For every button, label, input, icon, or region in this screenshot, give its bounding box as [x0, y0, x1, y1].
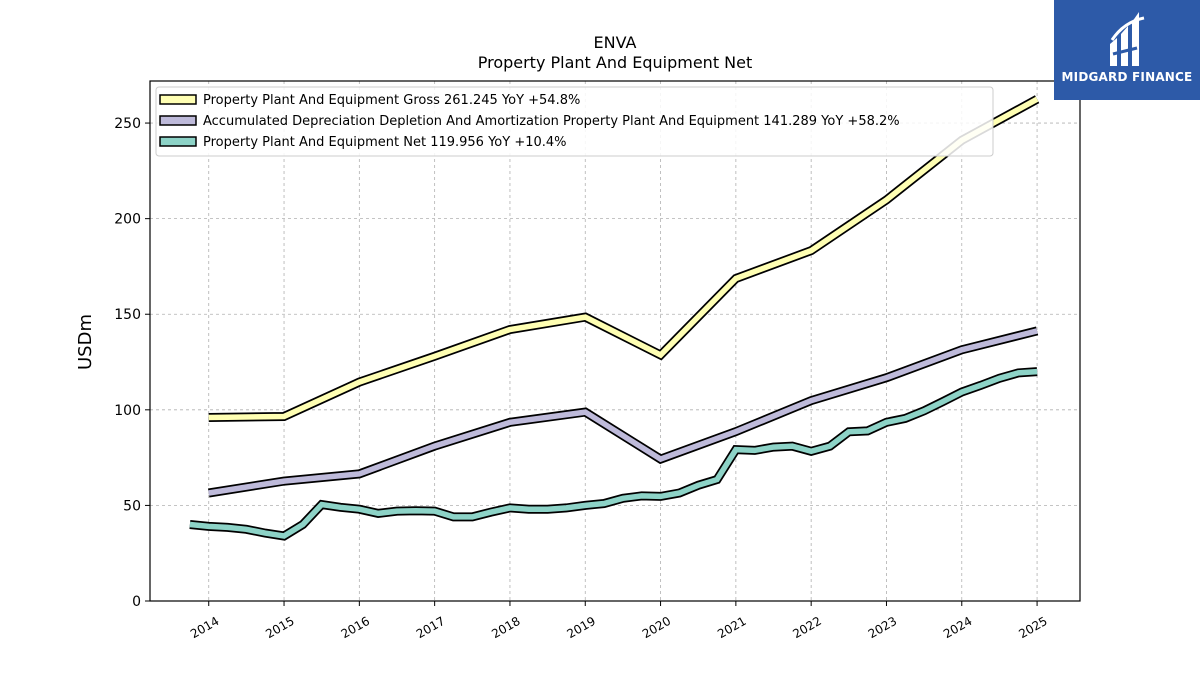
- chart-subtitle: Property Plant And Equipment Net: [478, 53, 753, 72]
- y-tick-label: 100: [114, 403, 141, 419]
- y-axis-label: USDm: [75, 314, 96, 370]
- x-tick-label: 2014: [188, 614, 221, 641]
- x-tick-label: 2025: [1016, 614, 1049, 641]
- series-line-0: [208, 96, 1039, 421]
- logo-text: MIDGARD FINANCE: [1061, 70, 1193, 84]
- y-tick-label: 250: [114, 116, 141, 132]
- chart-title: ENVA: [594, 33, 637, 52]
- series-line-2: [189, 368, 1038, 539]
- logo-mark-icon: [1110, 12, 1145, 66]
- x-tick-label: 2020: [640, 614, 673, 641]
- legend-label-gross: Property Plant And Equipment Gross 261.2…: [203, 93, 580, 108]
- legend-label-net: Property Plant And Equipment Net 119.956…: [203, 135, 567, 150]
- x-tick-label: 2016: [339, 614, 372, 641]
- y-tick-label: 200: [114, 212, 141, 228]
- x-tick-label: 2024: [941, 614, 974, 641]
- legend-box: [155, 86, 994, 157]
- series-line-1: [208, 328, 1038, 496]
- x-tick-label: 2017: [414, 614, 447, 641]
- legend-swatch-net: [159, 136, 197, 147]
- y-tick-label: 150: [114, 307, 141, 323]
- x-tick-label: 2023: [866, 614, 899, 641]
- brand-logo: MIDGARD FINANCE: [1054, 0, 1200, 100]
- legend: Property Plant And Equipment Gross 261.2…: [155, 86, 994, 157]
- y-tick-label: 0: [132, 594, 141, 610]
- legend-label-depreciation: Accumulated Depreciation Depletion And A…: [203, 114, 900, 129]
- x-tick-label: 2015: [263, 614, 296, 641]
- grid: [150, 81, 1080, 602]
- legend-swatch-gross: [159, 94, 197, 105]
- legend-swatch-depreciation: [159, 115, 197, 126]
- axis-ticks: 0 50 100 150 200 250 2014 2015 2016 2017 2018 2019 2…: [114, 116, 1050, 641]
- plot-frame: [149, 80, 1081, 602]
- x-tick-label: 2018: [489, 614, 522, 641]
- y-tick-label: 50: [123, 498, 141, 514]
- x-tick-label: 2022: [790, 614, 823, 641]
- x-tick-label: 2019: [565, 614, 598, 641]
- series-group: [189, 95, 1040, 541]
- x-tick-label: 2021: [715, 614, 748, 641]
